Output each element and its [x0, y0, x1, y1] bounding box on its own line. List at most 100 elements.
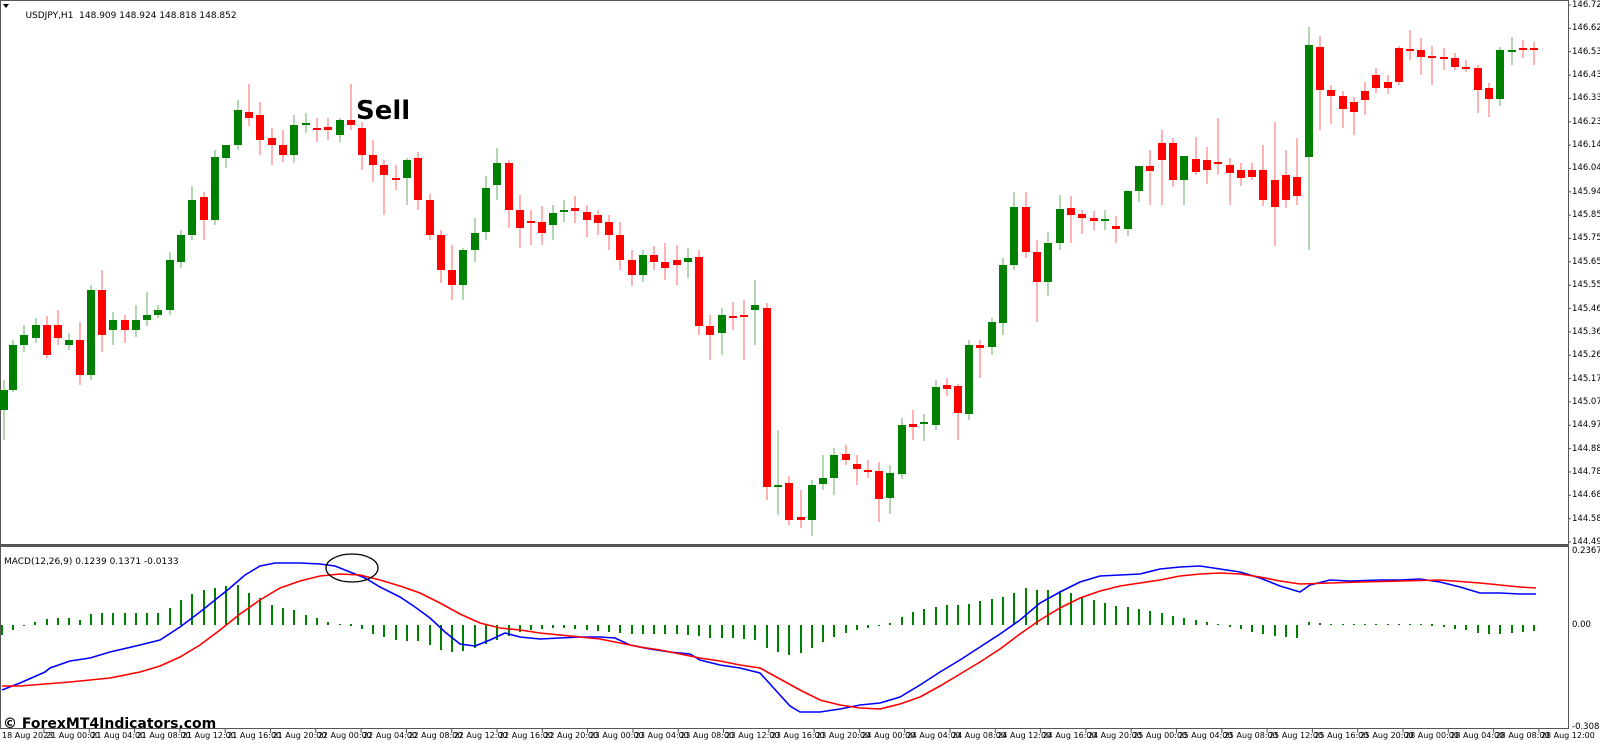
bear-candle	[1226, 165, 1234, 173]
bull-candle	[222, 145, 230, 158]
price-tick-label: 144.585	[1572, 513, 1600, 524]
watermark: © ForexMT4Indicators.com	[3, 716, 217, 732]
bear-candle	[1428, 56, 1436, 58]
price-tick-label: 144.490	[1572, 537, 1600, 547]
bull-candle	[154, 310, 162, 315]
bull-candle	[403, 160, 411, 178]
bear-candle	[1417, 50, 1425, 57]
bear-candle	[279, 145, 287, 155]
bear-candle	[1361, 91, 1369, 100]
bull-candle	[684, 258, 692, 262]
bull-candle	[549, 213, 557, 225]
bull-candle	[920, 422, 928, 424]
bear-candle	[516, 210, 524, 228]
price-tick-label: 145.945	[1572, 186, 1600, 197]
bull-candle	[132, 320, 140, 330]
price-tick-label: 144.975	[1572, 420, 1600, 431]
bear-candle	[571, 208, 579, 211]
crossover-marker-ellipse	[325, 553, 379, 583]
bull-candle	[234, 110, 242, 145]
time-tick-label: 24 Aug 16:00	[1042, 731, 1097, 740]
bear-candle	[661, 262, 669, 268]
time-tick-label: 25 Aug 12:00	[1269, 731, 1324, 740]
bear-candle	[740, 315, 748, 317]
bull-candle	[32, 325, 40, 338]
bear-candle	[954, 386, 962, 413]
price-tick-label: 146.720	[1572, 0, 1600, 10]
bull-candle	[639, 255, 647, 275]
time-tick-label: 25 Aug 16:00	[1314, 731, 1369, 740]
bull-candle	[109, 320, 117, 330]
price-tick-label: 146.335	[1572, 93, 1600, 104]
price-tick-label: 146.430	[1572, 70, 1600, 81]
pane-divider	[0, 544, 1569, 547]
bear-candle	[1372, 75, 1380, 88]
bear-candle	[313, 128, 321, 130]
bear-candle	[437, 235, 445, 270]
bear-candle	[324, 127, 332, 130]
bear-candle	[673, 260, 681, 265]
time-tick-label: 22 Aug 00:00	[317, 731, 372, 740]
time-tick-label: 24 Aug 04:00	[906, 731, 961, 740]
time-tick-label: 22 Aug 08:00	[408, 731, 463, 740]
bear-candle	[43, 325, 51, 355]
bear-candle	[1406, 49, 1414, 51]
bear-candle	[853, 464, 861, 469]
bear-candle	[628, 260, 636, 275]
bull-candle	[302, 123, 310, 125]
bull-candle	[459, 250, 467, 285]
bull-candle	[177, 235, 185, 262]
bull-candle	[751, 305, 759, 310]
time-tick-label: 23 Aug 04:00	[634, 731, 689, 740]
bear-candle	[976, 345, 984, 348]
price-tick-label: 145.070	[1572, 396, 1600, 407]
bear-candle	[864, 470, 872, 472]
price-tick-label: 145.460	[1572, 303, 1600, 314]
macd-main-line	[1, 562, 1536, 713]
bear-candle	[1462, 67, 1470, 69]
price-tick-label: 146.625	[1572, 23, 1600, 34]
bear-candle	[245, 112, 253, 118]
time-tick-label: 24 Aug 08:00	[952, 731, 1006, 740]
bull-candle	[932, 387, 940, 425]
bull-candle	[1305, 45, 1313, 157]
bear-candle	[380, 165, 388, 175]
price-tick-label: 146.040	[1572, 163, 1600, 174]
bull-candle	[1508, 50, 1516, 52]
bull-candle	[1180, 156, 1188, 180]
price-tick-label: 145.750	[1572, 233, 1600, 244]
bull-candle	[898, 425, 906, 474]
bull-candle	[471, 233, 479, 250]
bear-candle	[605, 222, 613, 235]
bear-candle	[1350, 102, 1358, 112]
bear-candle	[1316, 47, 1324, 90]
time-tick-label: 21 Aug 12:00	[181, 731, 236, 740]
price-tick-label: 145.170	[1572, 373, 1600, 384]
bull-candle	[1124, 191, 1132, 229]
bear-candle	[1384, 82, 1392, 88]
bear-candle	[763, 308, 771, 487]
time-tick-label: 24 Aug 12:00	[997, 731, 1052, 740]
bear-candle	[1078, 214, 1086, 218]
bull-candle	[166, 260, 174, 310]
bear-candle	[1022, 207, 1030, 252]
bull-candle	[988, 322, 996, 347]
bear-candle	[1485, 88, 1493, 99]
sell-signal-label: Sell	[356, 96, 411, 126]
price-tick-label: 145.555	[1572, 280, 1600, 291]
bear-candle	[729, 316, 737, 318]
bull-candle	[1135, 166, 1143, 191]
bear-candle	[650, 255, 658, 262]
bear-candle	[1451, 58, 1459, 67]
time-tick-label: 21 Aug 16:00	[227, 731, 282, 740]
bull-candle	[143, 315, 151, 320]
bull-candle	[718, 315, 726, 333]
time-tick-label: 21 Aug 04:00	[91, 731, 146, 740]
time-tick-label: 25 Aug 00:00	[1133, 731, 1188, 740]
bear-candle	[1146, 166, 1154, 171]
dropdown-arrow-icon[interactable]	[3, 4, 9, 8]
ohlc-values: 148.909 148.924 148.818 148.852	[79, 11, 237, 21]
bear-candle	[1237, 170, 1245, 178]
bear-candle	[268, 138, 276, 145]
